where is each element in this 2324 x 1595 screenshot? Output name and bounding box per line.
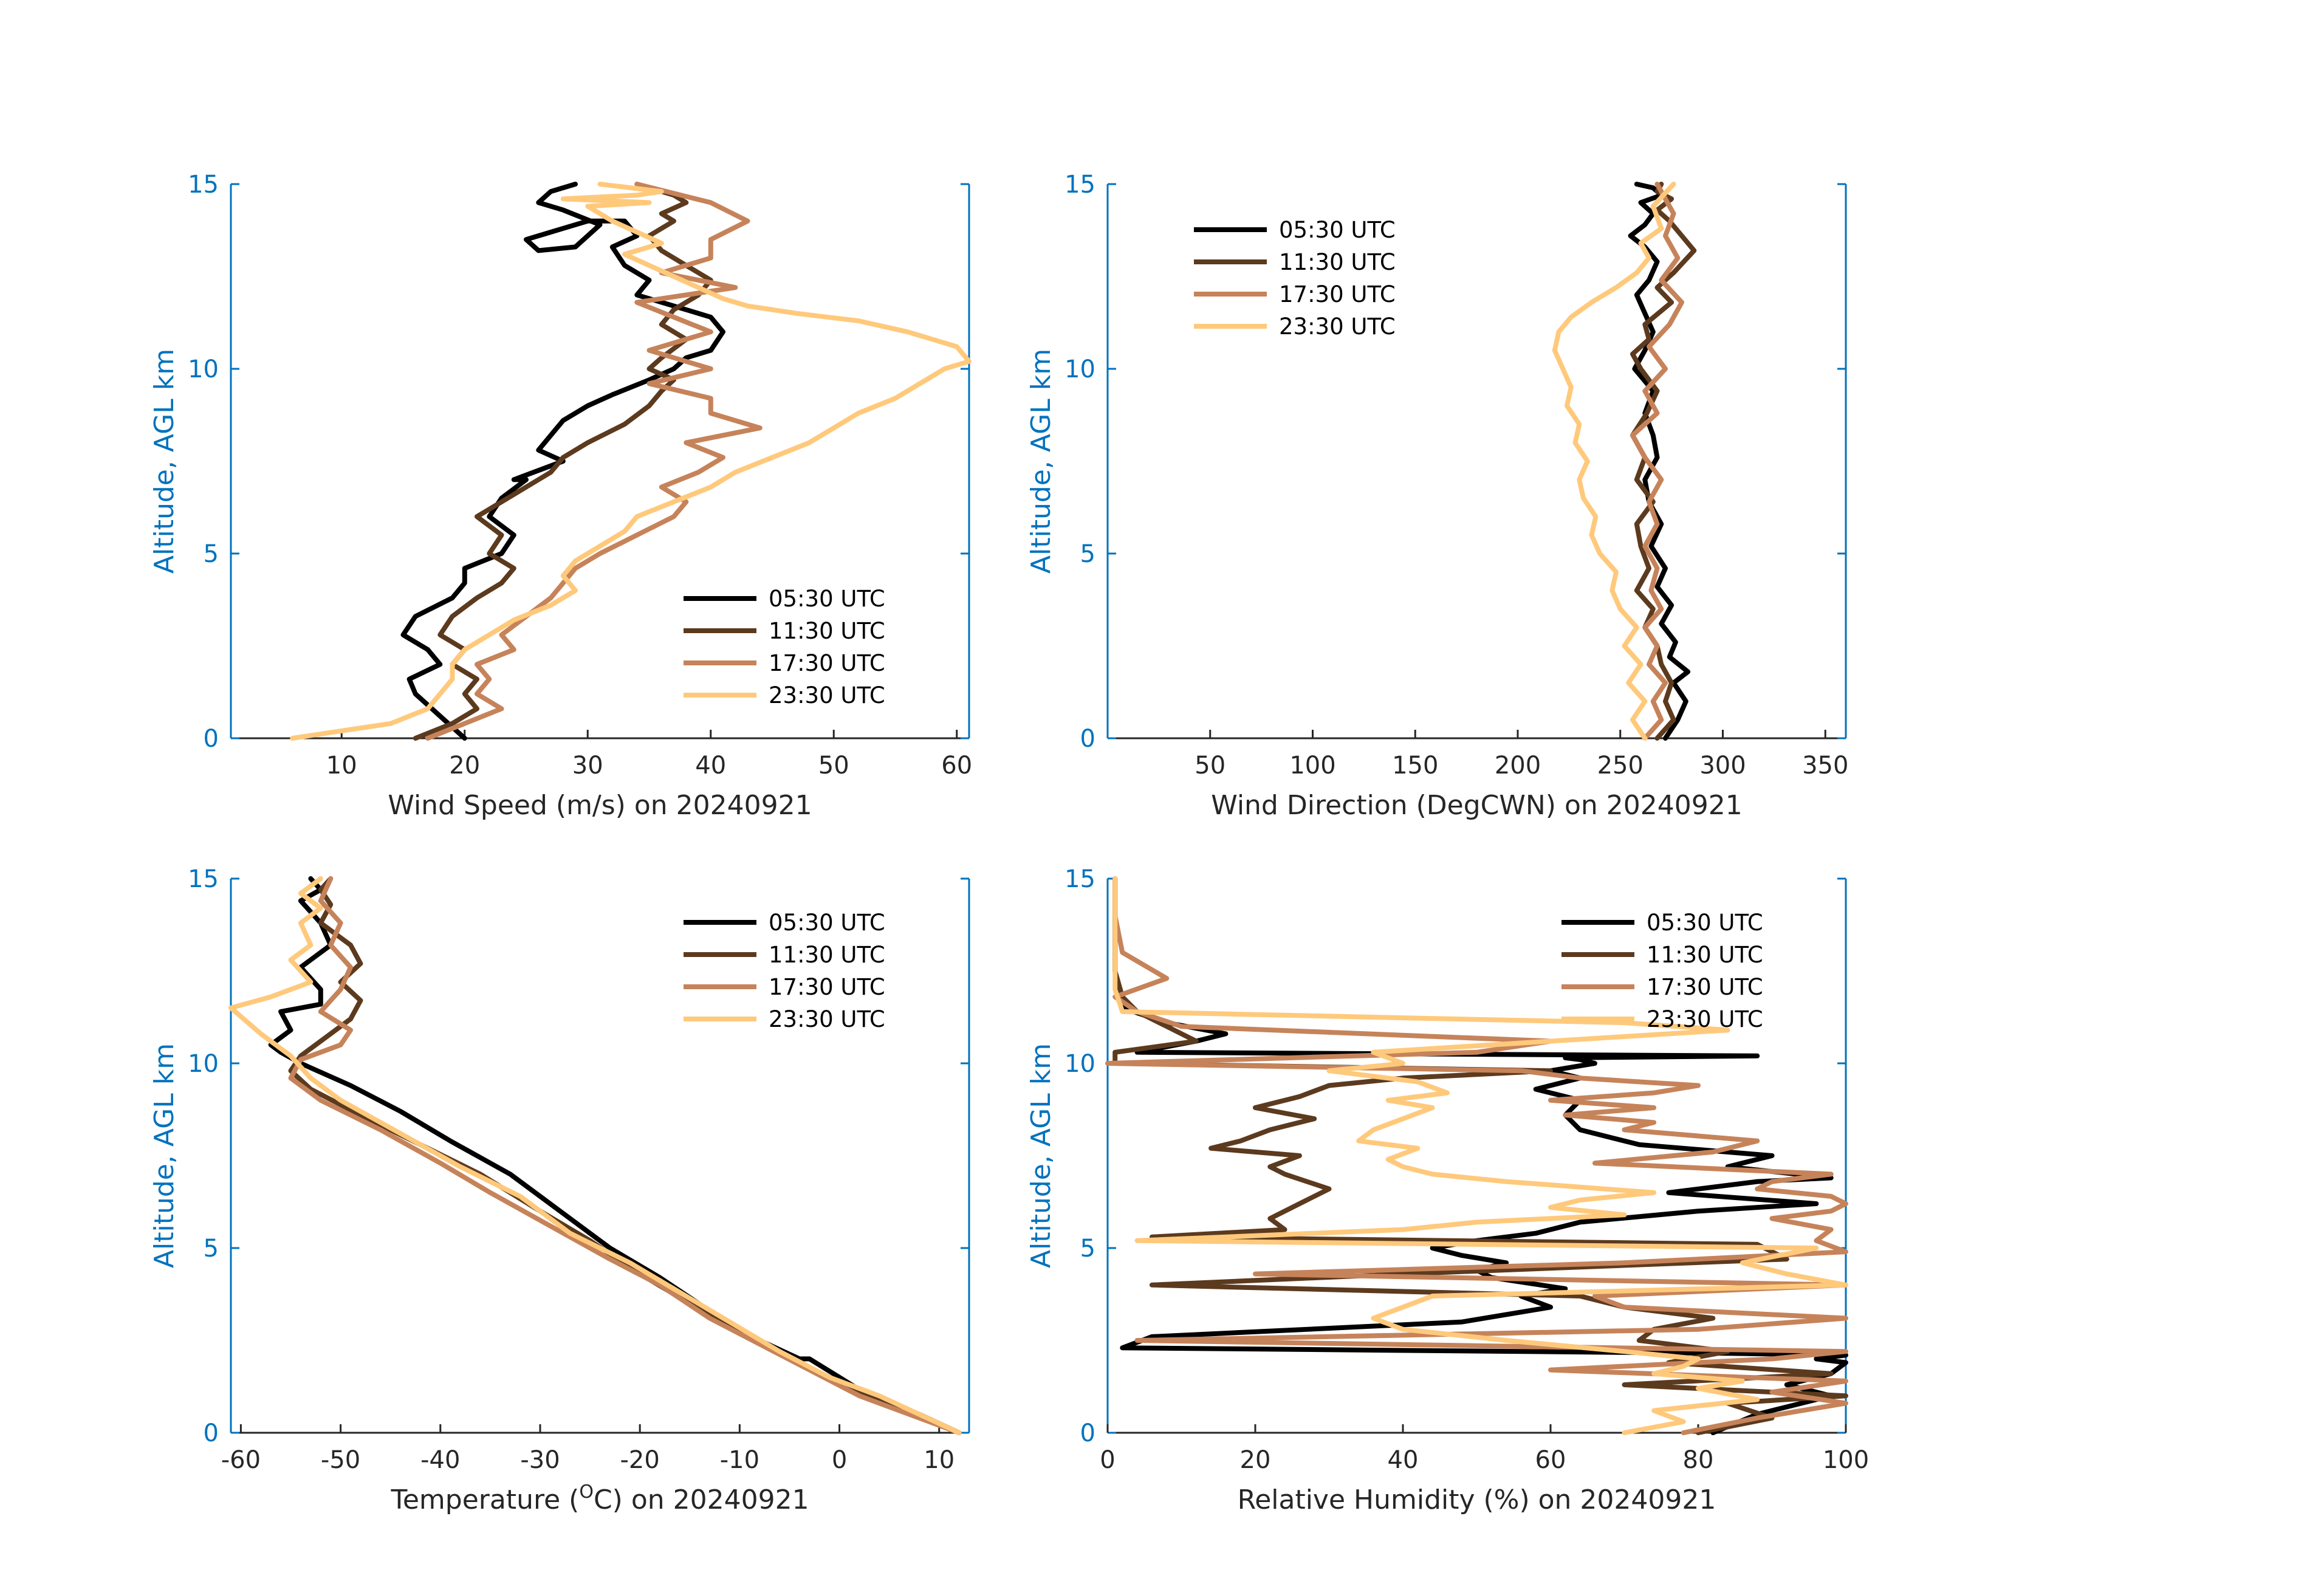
y-tick-label: 0 xyxy=(1080,1419,1095,1447)
x-tick-label: 200 xyxy=(1495,752,1541,780)
y-tick-label: 5 xyxy=(1080,540,1095,568)
y-tick-label: 15 xyxy=(1064,865,1095,893)
series-line-1 xyxy=(1628,182,1691,741)
x-axis-label: Wind Speed (m/s) on 20240921 xyxy=(388,790,812,821)
series-line-4 xyxy=(228,876,962,1435)
y-axis-label: Altitude, AGL km xyxy=(149,1043,180,1268)
x-tick-label: 0 xyxy=(1100,1446,1115,1474)
series-line-3 xyxy=(288,876,962,1435)
series-line-4 xyxy=(290,182,972,741)
y-tick-label: 10 xyxy=(1064,355,1095,383)
legend-entry: 11:30 UTC xyxy=(1647,942,1763,968)
x-tick-label: -20 xyxy=(620,1446,660,1474)
legend-entry: 23:30 UTC xyxy=(1279,314,1396,340)
chart-panel-1: 0 5 10 15 10 20 30 40 50 60 Wind Speed (m/s) on 20… xyxy=(149,171,972,821)
x-tick-label: 20 xyxy=(449,752,480,780)
x-axis-label-sup: O xyxy=(579,1481,594,1503)
legend-entry: 17:30 UTC xyxy=(1279,281,1396,307)
x-tick-label: 350 xyxy=(1802,752,1848,780)
x-tick-label: 150 xyxy=(1392,752,1438,780)
series-line-3 xyxy=(1105,876,1848,1435)
chart-panel-2: 0 5 10 15 50 100 150 200 250 300 350 Wind Direction… xyxy=(1026,171,1848,821)
y-tick-label: 0 xyxy=(1080,725,1095,753)
x-tick-label: 100 xyxy=(1289,752,1335,780)
x-tick-label: -10 xyxy=(720,1446,759,1474)
x-axis-label-tail: C) on 20240921 xyxy=(594,1484,809,1515)
legend-entry: 23:30 UTC xyxy=(769,682,885,708)
x-tick-label: 60 xyxy=(941,752,972,780)
y-tick-label: 5 xyxy=(1080,1235,1095,1263)
x-axis-label: Wind Direction (DegCWN) on 20240921 xyxy=(1211,790,1742,821)
legend-entry: 11:30 UTC xyxy=(769,618,885,644)
legend-entry: 05:30 UTC xyxy=(769,586,885,612)
chart-panel-4: 0 5 10 15 0 20 40 60 80 100 Relative Humidity (%) … xyxy=(1026,865,1869,1515)
y-axis-label: Altitude, AGL km xyxy=(149,349,180,574)
y-tick-label: 5 xyxy=(204,1235,219,1263)
y-tick-label: 15 xyxy=(188,171,219,199)
x-tick-label: -30 xyxy=(520,1446,560,1474)
y-axis-label: Altitude, AGL km xyxy=(1026,349,1057,574)
y-tick-label: 15 xyxy=(188,865,219,893)
legend-entry: 17:30 UTC xyxy=(769,650,885,676)
legend-entry: 05:30 UTC xyxy=(1647,910,1763,936)
legend-entry: 05:30 UTC xyxy=(1279,217,1396,243)
x-tick-label: 50 xyxy=(818,752,849,780)
x-tick-label: 40 xyxy=(1388,1446,1419,1474)
x-tick-label: 250 xyxy=(1597,752,1644,780)
chart-panel-3: 0 5 10 15 -60 -50 -40 -30 -20 -10 0 10 Temperature (… xyxy=(149,865,970,1515)
y-tick-label: 0 xyxy=(204,1419,219,1447)
x-axis-label: Temperature (OC) on 20240921 xyxy=(390,1481,809,1515)
series-line-3 xyxy=(1630,182,1684,741)
y-tick-label: 10 xyxy=(188,1050,219,1078)
series-line-4 xyxy=(1552,182,1676,741)
series-line-1 xyxy=(268,876,962,1435)
y-tick-label: 10 xyxy=(1064,1050,1095,1078)
legend-entry: 17:30 UTC xyxy=(769,974,885,1000)
x-tick-label: 10 xyxy=(924,1446,955,1474)
x-tick-label: -60 xyxy=(221,1446,261,1474)
x-axis-label: Relative Humidity (%) on 20240921 xyxy=(1238,1484,1716,1515)
x-tick-label: 100 xyxy=(1823,1446,1869,1474)
x-tick-label: 20 xyxy=(1240,1446,1271,1474)
legend-entry: 11:30 UTC xyxy=(1279,249,1396,275)
y-tick-label: 5 xyxy=(204,540,219,568)
x-tick-label: 50 xyxy=(1195,752,1225,780)
y-tick-label: 0 xyxy=(204,725,219,753)
x-tick-label: 30 xyxy=(572,752,603,780)
legend-entry: 23:30 UTC xyxy=(769,1006,885,1032)
y-axis-label: Altitude, AGL km xyxy=(1026,1043,1057,1268)
series-line-4 xyxy=(1112,876,1848,1435)
x-tick-label: 40 xyxy=(695,752,726,780)
legend-entry: 23:30 UTC xyxy=(1647,1006,1763,1032)
series-line-1 xyxy=(400,182,725,741)
x-tick-label: 300 xyxy=(1699,752,1746,780)
y-tick-label: 10 xyxy=(188,355,219,383)
x-tick-label: -40 xyxy=(420,1446,460,1474)
x-tick-label: -50 xyxy=(321,1446,360,1474)
series-line-3 xyxy=(425,182,763,741)
x-tick-label: 60 xyxy=(1535,1446,1566,1474)
x-tick-label: 80 xyxy=(1683,1446,1714,1474)
legend-entry: 11:30 UTC xyxy=(769,942,885,968)
x-tick-label: 10 xyxy=(326,752,357,780)
x-tick-label: 0 xyxy=(832,1446,847,1474)
legend-entry: 05:30 UTC xyxy=(769,910,885,936)
y-tick-label: 15 xyxy=(1064,171,1095,199)
legend-entry: 17:30 UTC xyxy=(1647,974,1763,1000)
